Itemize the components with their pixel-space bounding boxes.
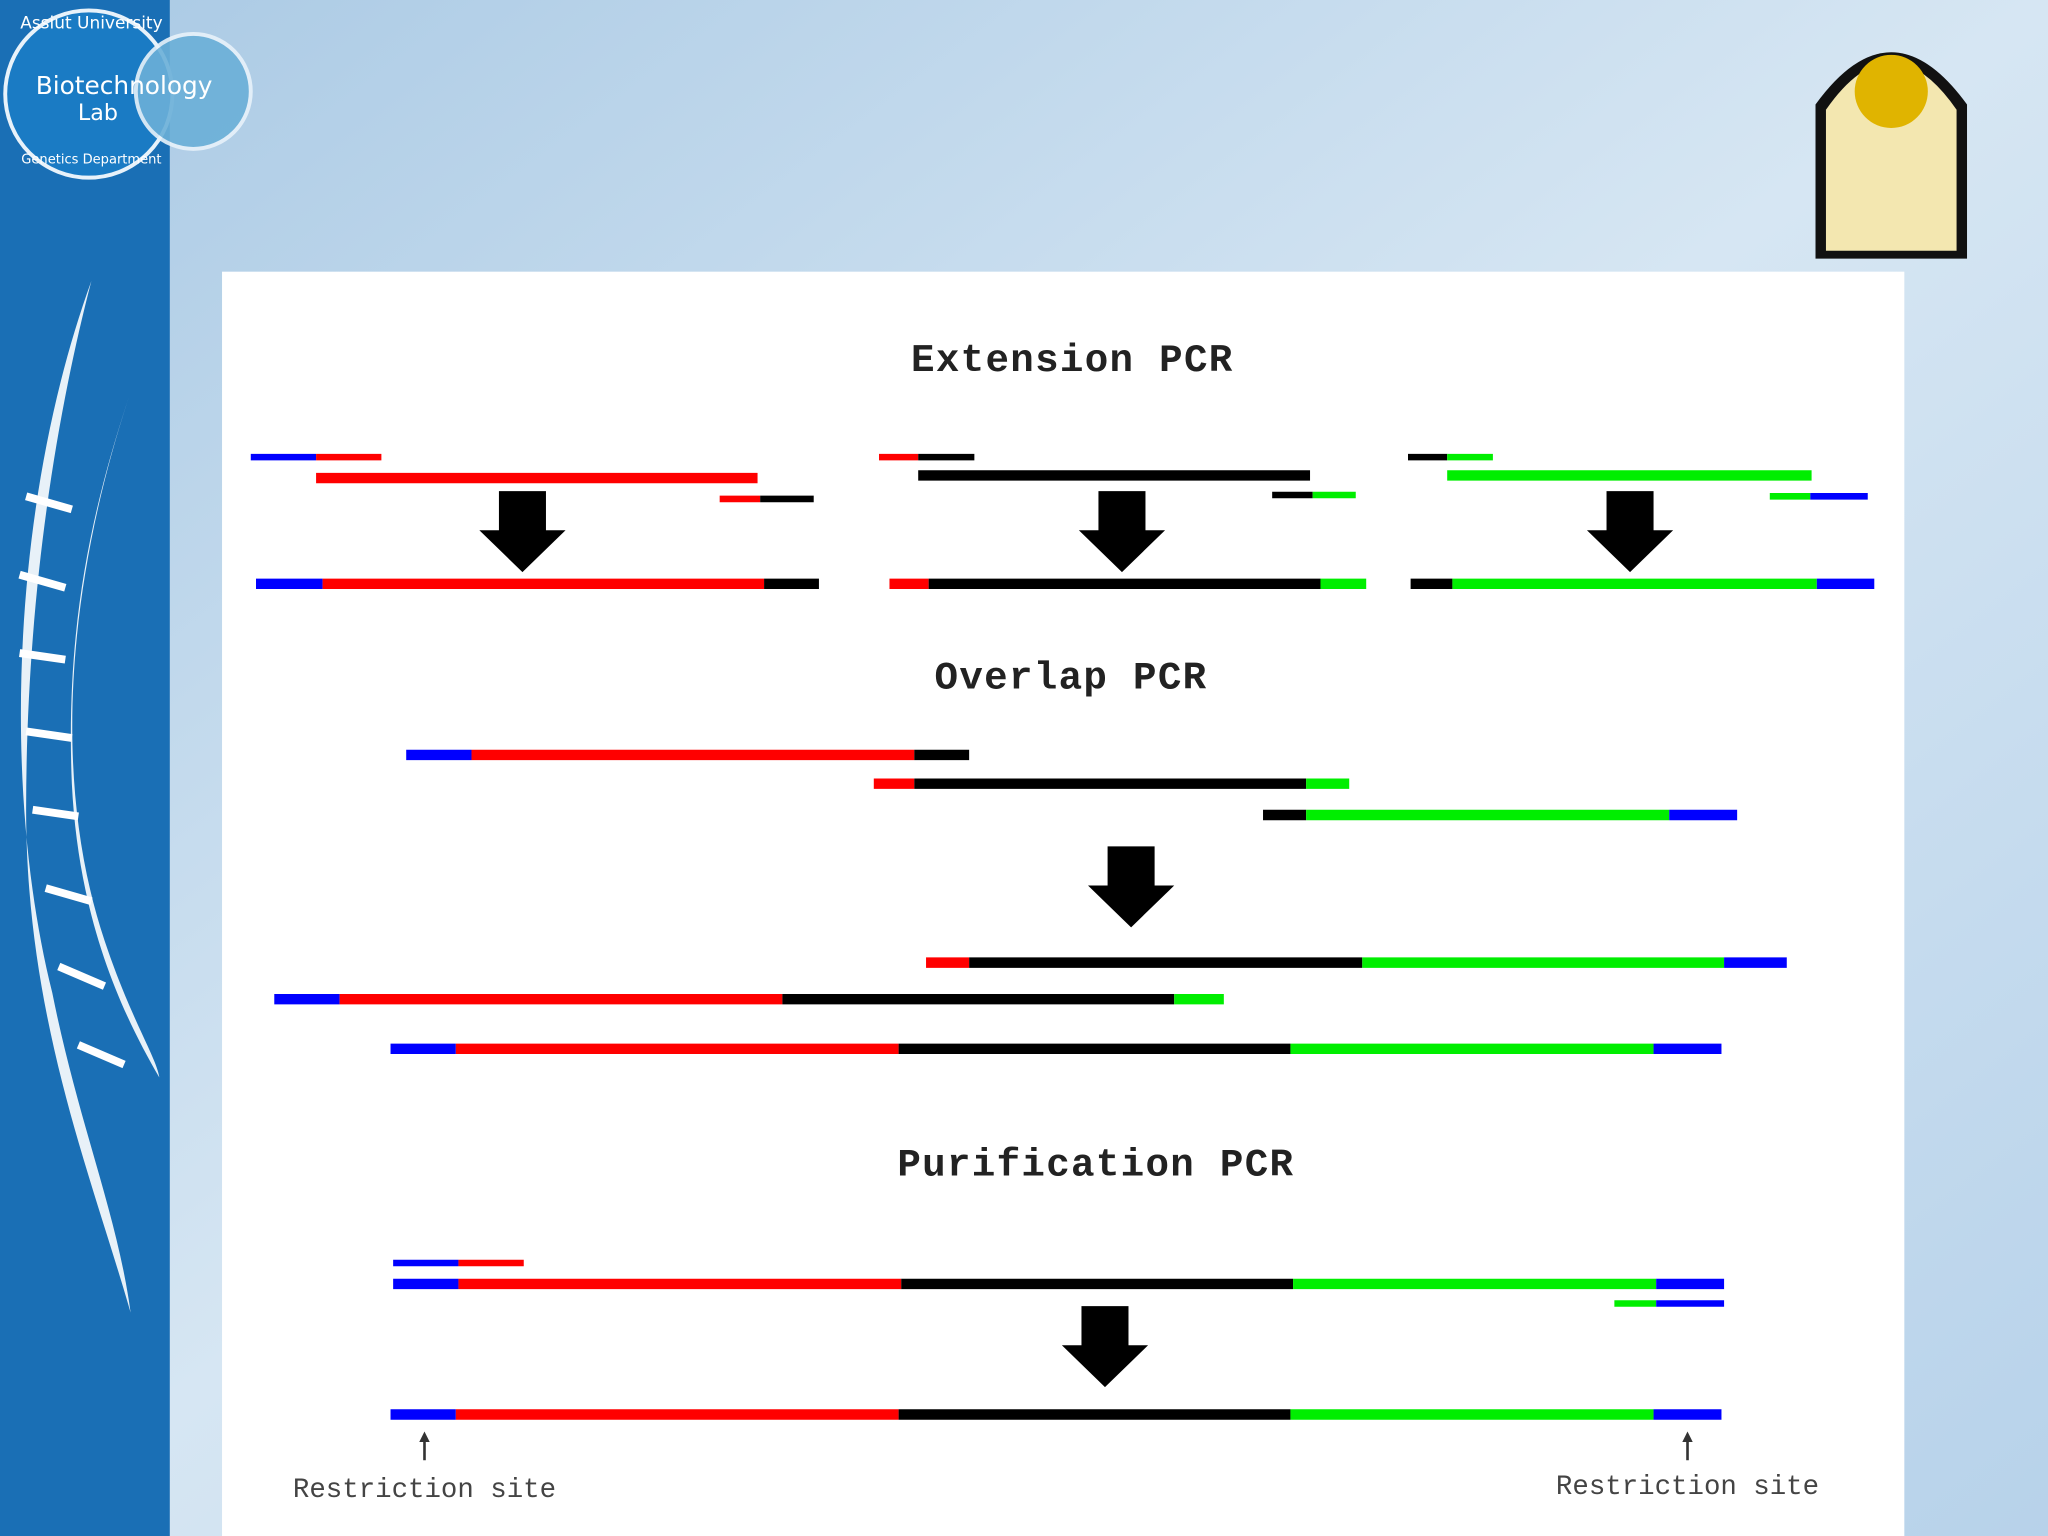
side-band — [0, 0, 170, 1536]
section-title: Extension PCR — [911, 338, 1234, 383]
site-pointer-head — [1682, 1431, 1693, 1442]
logo-text: Biotechnology — [36, 71, 213, 100]
process-arrow — [479, 491, 566, 573]
dna-rungs — [18, 492, 126, 1069]
process-arrow — [1061, 1306, 1149, 1388]
dna-strand — [70, 391, 160, 1078]
logo-circle — [133, 31, 253, 151]
emblem-sun — [1854, 54, 1928, 128]
section-title: Purification PCR — [897, 1143, 1294, 1188]
logo-text: Genetics Department — [21, 152, 161, 167]
section-title: Overlap PCR — [935, 655, 1208, 700]
restriction-label: Restriction site — [293, 1475, 556, 1506]
restriction-label: Restriction site — [1556, 1472, 1819, 1503]
process-arrow — [1078, 491, 1166, 573]
dna-strand — [20, 280, 131, 1313]
logo-text: Lab — [78, 100, 118, 126]
university-emblem — [1825, 62, 1957, 251]
dna-diagram — [250, 453, 1875, 1461]
logo-text: Assiut University — [20, 14, 162, 34]
process-arrow — [1088, 846, 1175, 928]
site-pointer-head — [419, 1431, 430, 1442]
process-arrow — [1586, 491, 1674, 573]
